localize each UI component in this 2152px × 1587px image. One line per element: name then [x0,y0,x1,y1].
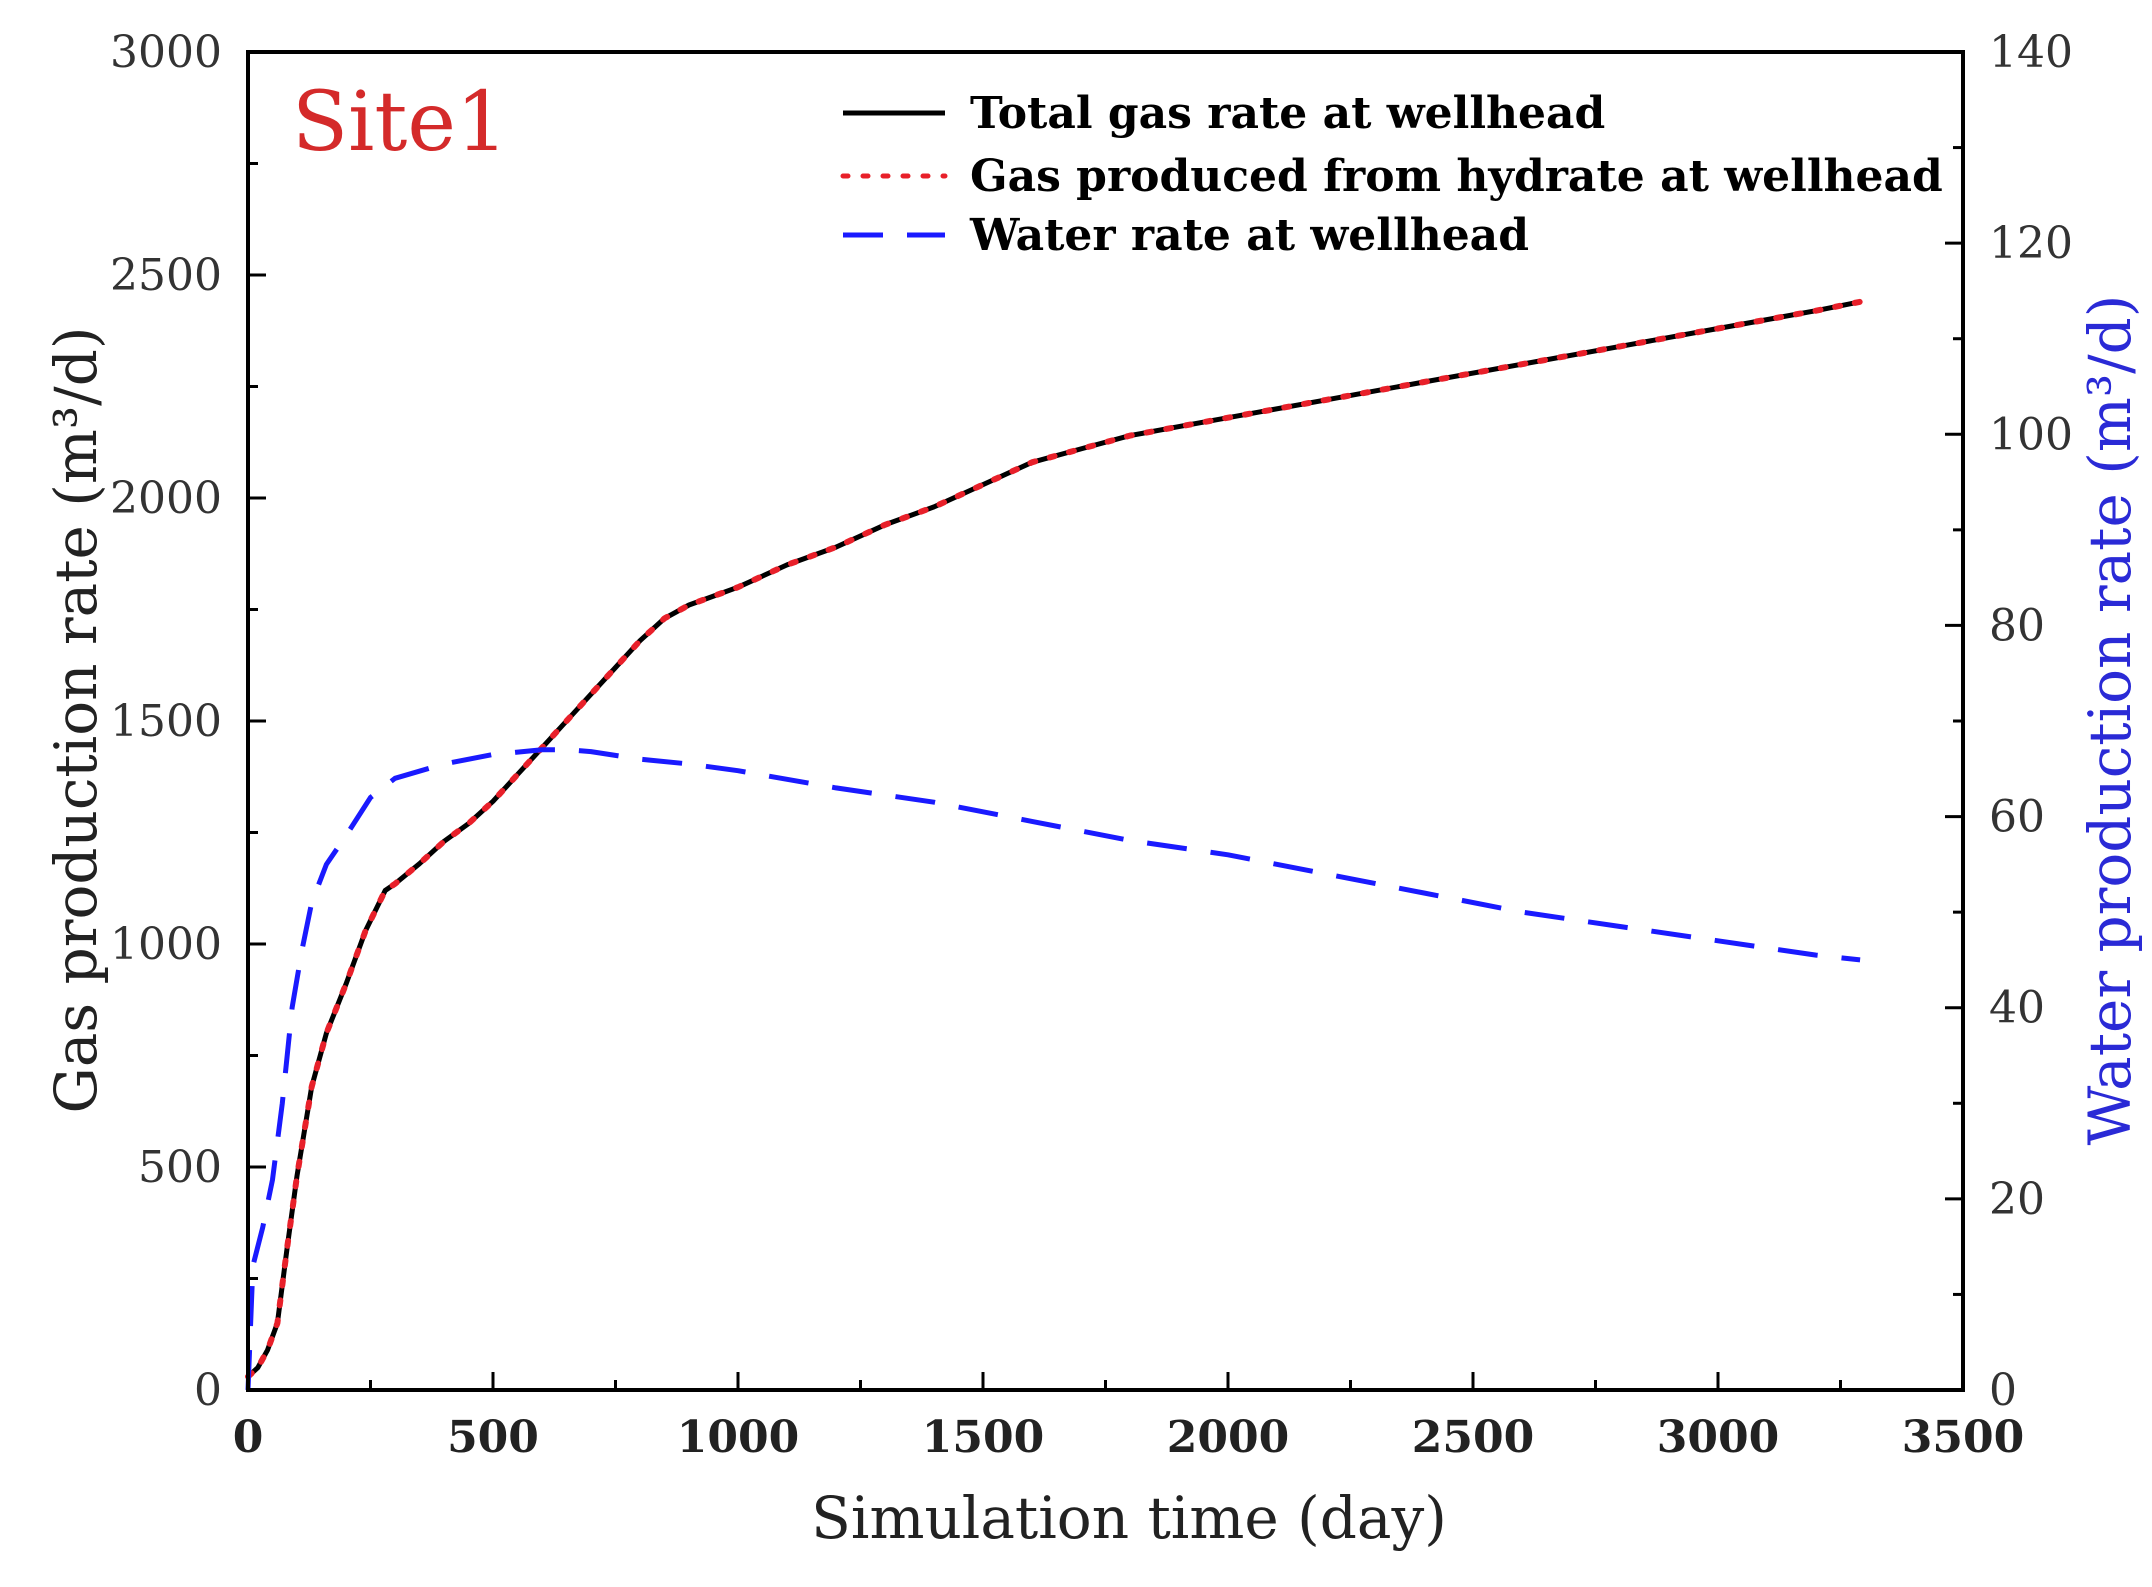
y-right-tick-label: 20 [1989,1174,2045,1225]
legend-label-water: Water rate at wellhead [969,210,1529,261]
y-left-tick-label: 2500 [110,250,222,301]
y-right-tick-label: 60 [1989,792,2045,843]
y-left-tick-label: 500 [138,1142,222,1193]
x-tick-label: 3500 [1902,1412,2024,1463]
y-left-tick-label: 3000 [110,27,222,78]
y-left-tick-label: 1500 [110,696,222,747]
y-right-tick-label: 140 [1989,27,2073,78]
y-axis-title-left: Gas production rate (m³/d) [42,327,110,1114]
x-axis-title: Simulation time (day) [811,1484,1447,1552]
legend-label-total-gas: Total gas rate at wellhead [970,88,1605,139]
x-tick-label: 2500 [1412,1412,1534,1463]
site-annotation: Site1 [292,75,508,170]
y-right-tick-label: 0 [1989,1365,2017,1416]
series-water-line [245,747,1861,1391]
x-tick-label: 500 [447,1412,539,1463]
y-axis-title-right: Water production rate (m³/d) [2076,295,2144,1146]
y-left-tick-label: 1000 [110,919,222,970]
series-layer [245,298,1864,1391]
y-right-tick-label: 40 [1989,983,2045,1034]
y-left-tick-label: 0 [194,1365,222,1416]
series-hydrate-gas-line [245,298,1864,1380]
y-left-tick-label: 2000 [110,473,222,524]
legend: Total gas rate at wellhead Gas produced … [840,88,1943,261]
x-tick-label: 2000 [1167,1412,1289,1463]
x-tick-label: 3000 [1657,1412,1779,1463]
series-total-gas-line [246,299,1861,1379]
x-tick-label: 1500 [922,1412,1044,1463]
y-right-tick-label: 120 [1989,218,2073,269]
x-tick-label: 0 [233,1412,264,1463]
x-tick-label: 1000 [677,1412,799,1463]
legend-label-hydrate-gas: Gas produced from hydrate at wellhead [970,151,1943,202]
y-right-tick-label: 100 [1989,409,2073,460]
y-right-tick-label: 80 [1989,600,2045,651]
